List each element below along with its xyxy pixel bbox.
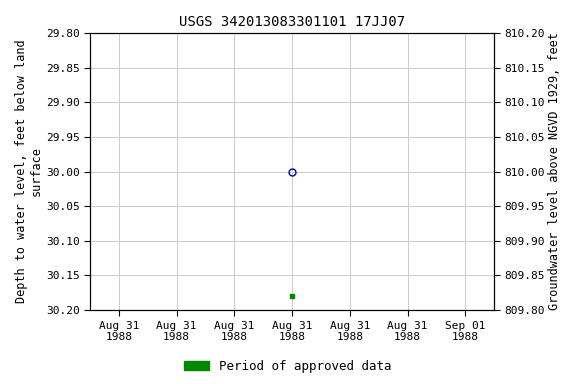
Legend: Period of approved data: Period of approved data [179,355,397,378]
Y-axis label: Groundwater level above NGVD 1929, feet: Groundwater level above NGVD 1929, feet [548,33,561,310]
Y-axis label: Depth to water level, feet below land
surface: Depth to water level, feet below land su… [15,40,43,303]
Title: USGS 342013083301101 17JJ07: USGS 342013083301101 17JJ07 [179,15,405,29]
